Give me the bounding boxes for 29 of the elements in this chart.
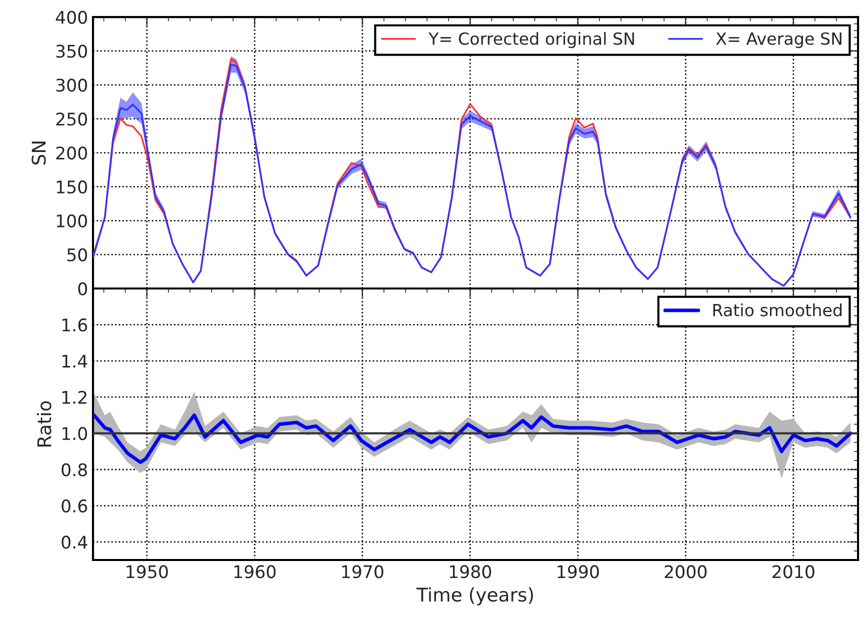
y-tick-label: 1.2 [62, 390, 86, 404]
y-axis-title: Ratio [36, 401, 52, 446]
x-axis-title: Time (years) [416, 587, 533, 606]
y-tick-label: 0 [78, 282, 87, 296]
x-tick-label: 1980 [450, 565, 492, 578]
y-tick-label: 350 [56, 44, 87, 58]
y-tick-label: 1.6 [62, 318, 88, 332]
y-tick-label: 300 [56, 78, 87, 92]
x-tick-label: 2000 [664, 565, 707, 578]
y-tick-label: 0.8 [62, 463, 87, 476]
y-tick-label: 1.0 [62, 427, 87, 440]
x-tick-label: 1960 [234, 565, 276, 578]
x-tick-label: 1950 [126, 565, 168, 578]
x-tick-label: 1970 [342, 565, 384, 578]
legend-label: Y= Corrected original SN [428, 32, 634, 48]
y-axis-title: SN [32, 142, 46, 164]
y-tick-label: 150 [56, 180, 87, 194]
legend-label: Ratio smoothed [713, 304, 842, 316]
x-tick-label: 1990 [558, 565, 599, 578]
y-tick-label: 200 [56, 146, 87, 160]
x-tick-label: 2010 [772, 565, 814, 578]
y-tick-label: 0.6 [62, 499, 88, 513]
legend-label: X= Average SN [716, 32, 842, 48]
y-tick-label: 50 [67, 248, 87, 262]
y-tick-label: 250 [56, 112, 87, 126]
y-tick-label: 1.4 [62, 354, 88, 368]
y-tick-label: 0.4 [62, 536, 88, 549]
y-tick-label: 100 [56, 214, 87, 228]
y-tick-label: 400 [56, 10, 87, 24]
